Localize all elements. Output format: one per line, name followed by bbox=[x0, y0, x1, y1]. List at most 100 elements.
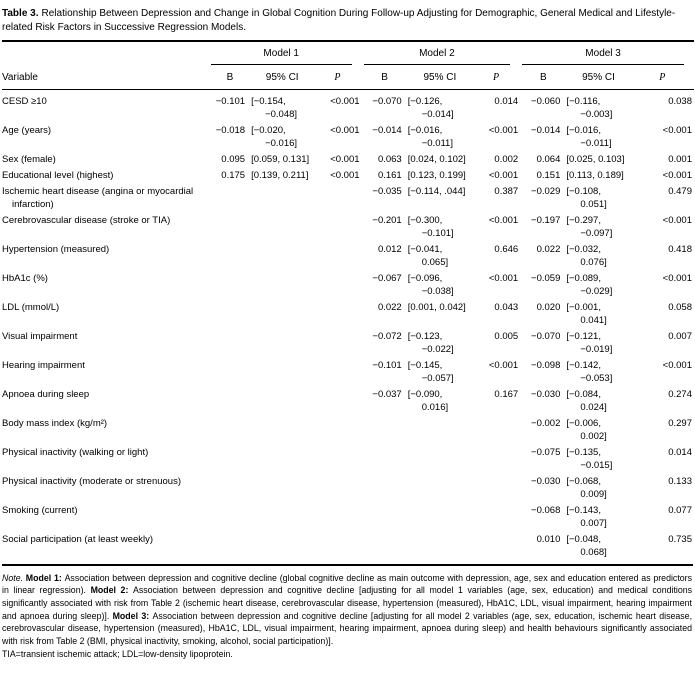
m1-p-cell: <0.001 bbox=[330, 125, 360, 136]
m1-ci-cell bbox=[251, 184, 313, 213]
variable-cell: Age (years) bbox=[2, 125, 52, 136]
model2-header-cell: Model 2 bbox=[361, 40, 521, 65]
m1-ci-cell bbox=[251, 271, 313, 300]
m1-p-cell bbox=[313, 329, 361, 358]
m2-b-cell: 0.022 bbox=[377, 302, 402, 313]
m1-ci-cell bbox=[251, 300, 313, 329]
m3-ci-cell: [−0.142, −0.053] bbox=[566, 360, 613, 384]
variable-cell: Sex (female) bbox=[2, 154, 56, 165]
m1-p-cell bbox=[313, 242, 361, 271]
model2-label: Model 2 bbox=[363, 47, 511, 65]
footnote-segment: Association between depression and cogni… bbox=[2, 572, 692, 596]
m3-p-cell: <0.001 bbox=[662, 360, 692, 371]
m3-b-cell: 0.064 bbox=[536, 154, 561, 165]
variable-cell: Cerebrovascular disease (stroke or TIA) bbox=[2, 215, 171, 226]
table-row: Cerebrovascular disease (stroke or TIA) −… bbox=[2, 213, 694, 242]
m3-p-cell: 0.058 bbox=[668, 302, 692, 313]
m3-b-cell: −0.060 bbox=[531, 96, 561, 107]
m3-ci-cell: [−0.084, 0.024] bbox=[566, 389, 607, 413]
m2-p-cell: 0.002 bbox=[494, 154, 519, 165]
m2-p-cell bbox=[472, 416, 520, 445]
m1-p-cell bbox=[313, 271, 361, 300]
table-row: Social participation (at least weekly) 0.… bbox=[2, 532, 694, 561]
m2-p-cell: <0.001 bbox=[488, 273, 519, 284]
footnote-segment: Association between depression and cogni… bbox=[2, 585, 693, 621]
m3-ci-cell: [−0.297, −0.097] bbox=[566, 215, 613, 239]
model1-header-cell: Model 1 bbox=[208, 40, 362, 65]
table-row: Apnoea during sleep −0.037 [−0.090, 0.016]… bbox=[2, 387, 694, 416]
m1-ci-cell bbox=[251, 503, 313, 532]
m1-b-cell: 0.175 bbox=[221, 170, 246, 181]
m3-b-cell: −0.029 bbox=[531, 186, 561, 197]
m3-p-cell: 0.735 bbox=[668, 534, 692, 545]
m3-ci-cell: [−0.001, 0.041] bbox=[566, 302, 607, 326]
m2-b-cell: −0.037 bbox=[372, 389, 402, 400]
m1-p-cell bbox=[313, 213, 361, 242]
m1-b-cell bbox=[209, 329, 251, 358]
table-body: CESD ≥10 −0.101 [−0.154, −0.048] <0.001 −0.0… bbox=[2, 90, 694, 561]
m3-ci-cell: [−0.032, 0.076] bbox=[566, 244, 607, 268]
variable-cell: Hypertension (measured) bbox=[2, 244, 110, 255]
m2-p-cell bbox=[472, 532, 520, 561]
table-row: CESD ≥10 −0.101 [−0.154, −0.048] <0.001 −0.0… bbox=[2, 90, 694, 123]
variable-cell: Body mass index (kg/m²) bbox=[2, 418, 108, 429]
m2-b-cell: 0.063 bbox=[377, 154, 402, 165]
m2-p-cell: <0.001 bbox=[488, 360, 519, 371]
m2-p-cell: 0.005 bbox=[494, 331, 519, 342]
m2-ci-cell bbox=[408, 416, 472, 445]
m1-ci-cell bbox=[251, 213, 313, 242]
m1-ci-header: 95% CI bbox=[251, 65, 314, 90]
m2-ci-cell: [−0.016, −0.011] bbox=[407, 125, 453, 149]
variable-column-header: Variable bbox=[2, 65, 209, 90]
m3-p-cell: <0.001 bbox=[662, 273, 692, 284]
table-row: Hearing impairment −0.101 [−0.145, −0.057]… bbox=[2, 358, 694, 387]
m3-ci-cell: [−0.089, −0.029] bbox=[566, 273, 613, 297]
m1-b-cell bbox=[209, 445, 251, 474]
m1-b-cell: 0.095 bbox=[221, 154, 246, 165]
m3-ci-cell: [−0.006, 0.002] bbox=[566, 418, 607, 442]
m3-p-cell: 0.001 bbox=[668, 154, 692, 165]
m3-ci-cell: [−0.048, 0.068] bbox=[566, 534, 607, 558]
m3-p-cell: 0.133 bbox=[668, 476, 692, 487]
m1-b-cell bbox=[209, 184, 251, 213]
m2-ci-cell: [−0.090, 0.016] bbox=[407, 389, 449, 413]
footnote-segment: Model 3: bbox=[112, 610, 153, 621]
variable-cell: LDL (mmol/L) bbox=[2, 302, 60, 313]
m1-ci-cell: [0.059, 0.131] bbox=[251, 154, 310, 165]
m3-ci-cell: [−0.068, 0.009] bbox=[566, 476, 607, 500]
m1-b-cell: −0.018 bbox=[215, 125, 246, 136]
table-row: Age (years) −0.018 [−0.020, −0.016] <0.001 −… bbox=[2, 123, 694, 152]
m3-b-cell: −0.070 bbox=[531, 331, 561, 342]
m1-b-cell bbox=[209, 242, 251, 271]
m2-ci-cell: [0.024, 0.102] bbox=[407, 154, 466, 165]
m2-ci-cell bbox=[408, 445, 472, 474]
m1-p-cell bbox=[313, 474, 361, 503]
variable-cell: Physical inactivity (walking or light) bbox=[2, 447, 149, 458]
m3-b-cell: 0.020 bbox=[536, 302, 561, 313]
m2-b-cell bbox=[362, 503, 408, 532]
m2-b-cell: −0.070 bbox=[372, 96, 402, 107]
table-row: Ischemic heart disease (angina or myocar… bbox=[2, 184, 694, 213]
m3-p-cell: 0.418 bbox=[668, 244, 692, 255]
m2-ci-cell: [−0.126, −0.014] bbox=[407, 96, 454, 120]
m1-b-cell bbox=[209, 387, 251, 416]
m2-ci-cell: [−0.096, −0.038] bbox=[407, 273, 454, 297]
m1-ci-cell: [0.139, 0.211] bbox=[251, 170, 309, 181]
m2-ci-header: 95% CI bbox=[407, 65, 472, 90]
stat-header-row: Variable B 95% CI P B 95% CI P B 95% CI … bbox=[2, 65, 694, 90]
variable-cell: CESD ≥10 bbox=[2, 96, 47, 107]
table-title: Table 3. Relationship Between Depression … bbox=[2, 7, 693, 34]
m3-b-cell: −0.002 bbox=[531, 418, 561, 429]
m2-ci-cell bbox=[408, 503, 472, 532]
m3-b-cell: −0.068 bbox=[531, 505, 561, 516]
table-row: Educational level (highest) 0.175 [0.139, … bbox=[2, 168, 694, 184]
footnote-segment: Note. bbox=[2, 572, 26, 583]
m2-b-cell: 0.161 bbox=[377, 170, 402, 181]
m1-ci-cell bbox=[251, 416, 313, 445]
m2-p-cell: 0.387 bbox=[494, 186, 519, 197]
m2-b-cell: 0.012 bbox=[377, 244, 402, 255]
m3-b-cell: 0.010 bbox=[536, 534, 561, 545]
m3-b-cell: −0.098 bbox=[531, 360, 561, 371]
m1-b-header: B bbox=[208, 65, 252, 90]
m3-b-cell: −0.075 bbox=[531, 447, 561, 458]
